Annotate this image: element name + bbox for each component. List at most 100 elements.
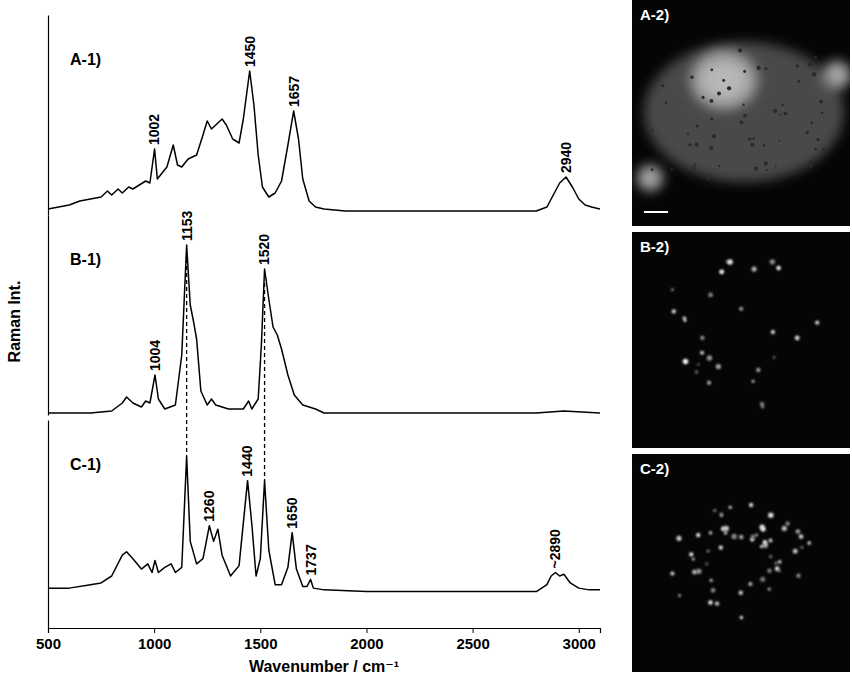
plot-area [48,245,600,413]
droplet [715,601,719,605]
peak-label: 1657 [286,76,302,107]
micrograph [632,232,850,448]
reference-line [264,283,265,481]
speckle [722,79,725,82]
speckle [748,137,752,141]
speckle [743,70,746,73]
droplet [670,571,674,575]
droplet [763,540,768,545]
droplet [760,577,765,582]
droplet [684,319,687,322]
speckle [814,148,817,151]
speckle [694,163,697,166]
speckle [750,143,754,147]
droplet [723,526,728,531]
x-tick-mark [366,628,367,633]
droplet [751,534,756,539]
speckle [710,117,713,120]
speckle [727,86,731,90]
droplet [724,531,727,534]
droplet [808,541,811,544]
speckle [778,140,780,142]
nucleus [690,50,758,110]
speckle [651,168,654,171]
scale-bar [644,211,668,213]
droplet [705,563,708,566]
x-tick-mark [154,628,155,633]
nucleus-core [702,62,746,98]
peak-label: 1650 [284,497,300,528]
droplet [782,526,787,531]
image-background [632,0,850,226]
droplet [713,509,716,512]
speckle [692,166,695,169]
panel: B-1)100411531520 [48,210,600,415]
droplet [683,359,689,365]
spectrum-line [48,71,600,211]
droplet [707,381,711,385]
cell-body [644,42,844,182]
spectrum-line [48,245,600,413]
speckle [812,72,816,76]
micrograph [632,454,850,672]
speckle [754,166,758,170]
speckle [775,165,777,167]
speckle [742,104,744,106]
droplet [815,321,819,325]
speckle [651,129,654,132]
speckle [781,104,783,106]
droplet [768,513,774,519]
droplet [676,536,681,541]
speckle [766,169,768,171]
droplet [697,363,699,365]
droplet [720,512,723,515]
droplet [716,364,721,369]
x-tick-mark [579,628,580,633]
speckle [808,62,812,66]
x-axis: 50010001500200025003000 [36,628,601,652]
plot-area [48,71,600,211]
x-tick-label: 500 [36,635,61,652]
speckle [752,137,755,140]
y-axis-line [48,421,49,629]
speckle [809,160,813,164]
x-tick-label: 1500 [244,635,277,652]
droplet [696,533,700,537]
speckle [702,96,705,99]
y-axis-line [48,16,49,216]
droplet [695,370,698,373]
peak-label: 1260 [201,490,217,521]
droplet [796,574,800,578]
x-tick: 500 [36,628,61,652]
speckle [809,164,813,168]
droplet [752,267,757,272]
speckle [740,121,744,125]
droplet [707,550,710,553]
speckle [743,114,747,118]
peak-label: 2940 [558,142,574,173]
droplet [770,259,775,264]
y-axis [48,421,49,629]
panel-title: A-1) [70,51,101,68]
droplet [739,590,743,594]
droplet [696,569,701,574]
droplet [700,336,704,340]
x-tick-label: 2500 [456,635,489,652]
speckle [665,178,668,181]
droplet [773,356,775,358]
speckle [661,84,664,87]
speckle [821,111,823,113]
droplet [760,402,764,406]
reference-line [186,259,187,456]
droplet [771,330,775,334]
speckle [798,80,801,83]
droplet [799,534,804,539]
figure: A-1)1002145016572940B-1)100411531520Rama… [0,0,852,687]
droplet [796,529,801,534]
droplet [749,503,753,507]
peak-label: 1440 [239,445,255,476]
droplet [778,570,780,572]
speckle [696,125,699,128]
droplet [778,560,782,564]
droplet [756,368,760,372]
